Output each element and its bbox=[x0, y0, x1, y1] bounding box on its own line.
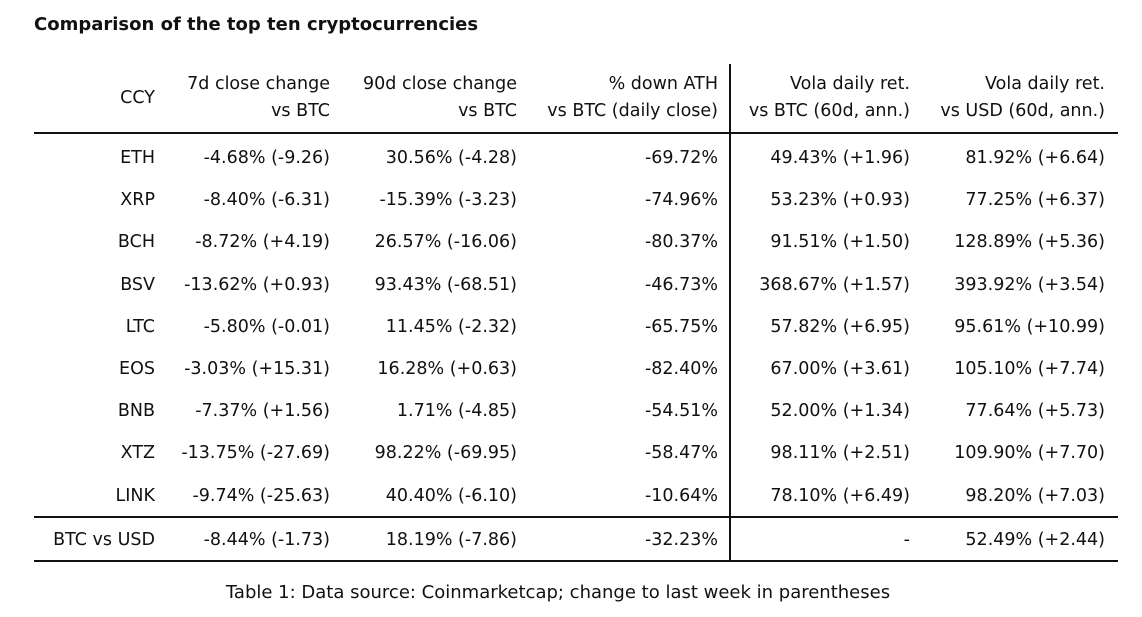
table-cell-down-ath: -74.96% bbox=[644, 190, 718, 211]
footer-cell-vola-usd: 52.49% (+2.44) bbox=[965, 530, 1105, 550]
table-cell-7d-change: -7.37% (+1.56) bbox=[195, 401, 330, 422]
column-divider bbox=[729, 64, 731, 561]
table-cell-vola-usd: 95.61% (+10.99) bbox=[954, 316, 1105, 337]
table-cell-vola-usd: 77.64% (+5.73) bbox=[965, 401, 1105, 422]
footer-cell-ccy: BTC vs USD bbox=[53, 530, 155, 550]
table-cell-90d-change: 93.43% (-68.51) bbox=[374, 274, 517, 295]
table-cell-ccy: BSV bbox=[120, 274, 155, 295]
table-cell-vola-btc: 98.11% (+2.51) bbox=[770, 443, 910, 464]
table-cell-vola-btc: 52.00% (+1.34) bbox=[770, 401, 910, 422]
table-cell-ccy: EOS bbox=[119, 359, 155, 379]
footer-cell-90d-change: 18.19% (-7.86) bbox=[385, 530, 517, 550]
header-7d-change: vs BTC bbox=[271, 101, 330, 121]
table-cell-90d-change: 40.40% (-6.10) bbox=[385, 485, 517, 506]
table-cell-7d-change: -8.72% (+4.19) bbox=[195, 232, 330, 253]
table-cell-vola-usd: 128.89% (+5.36) bbox=[954, 232, 1105, 253]
table-cell-down-ath: -69.72% bbox=[644, 148, 718, 168]
header-7d-change: 7d close change bbox=[187, 74, 330, 94]
table-cell-vola-btc: 67.00% (+3.61) bbox=[770, 359, 910, 379]
table-cell-7d-change: -5.80% (-0.01) bbox=[203, 316, 330, 337]
header-90d-change: vs BTC bbox=[458, 101, 517, 121]
table-cell-down-ath: -58.47% bbox=[644, 443, 718, 464]
table-cell-vola-usd: 81.92% (+6.64) bbox=[965, 148, 1105, 168]
table-cell-90d-change: 30.56% (-4.28) bbox=[385, 148, 517, 168]
table-cell-7d-change: -4.68% (-9.26) bbox=[203, 148, 330, 168]
table-cell-90d-change: 16.28% (+0.63) bbox=[377, 359, 517, 379]
header-ccy: CCY bbox=[120, 88, 155, 108]
table-cell-90d-change: 11.45% (-2.32) bbox=[385, 316, 517, 337]
table-cell-vola-btc: 49.43% (+1.96) bbox=[770, 148, 910, 168]
header-vola-usd: Vola daily ret. bbox=[985, 74, 1105, 94]
table-cell-ccy: BNB bbox=[117, 401, 155, 422]
table-cell-90d-change: 1.71% (-4.85) bbox=[396, 401, 517, 422]
table-cell-vola-usd: 77.25% (+6.37) bbox=[965, 190, 1105, 211]
footer-rule bbox=[34, 516, 1118, 518]
table-cell-vola-usd: 98.20% (+7.03) bbox=[965, 485, 1105, 506]
footer-cell-vola-btc: - bbox=[903, 530, 910, 550]
header-vola-btc: vs BTC (60d, ann.) bbox=[748, 101, 910, 121]
table-cell-vola-btc: 53.23% (+0.93) bbox=[770, 190, 910, 211]
table-cell-down-ath: -46.73% bbox=[644, 274, 718, 295]
table-cell-90d-change: 26.57% (-16.06) bbox=[374, 232, 517, 253]
header-vola-usd: vs USD (60d, ann.) bbox=[940, 101, 1105, 121]
table-cell-ccy: LTC bbox=[125, 316, 155, 337]
table-cell-90d-change: -15.39% (-3.23) bbox=[379, 190, 517, 211]
table-cell-ccy: LINK bbox=[115, 485, 155, 506]
table-cell-7d-change: -3.03% (+15.31) bbox=[184, 359, 330, 379]
table-cell-vola-usd: 109.90% (+7.70) bbox=[954, 443, 1105, 464]
table-cell-7d-change: -8.40% (-6.31) bbox=[203, 190, 330, 211]
table-cell-7d-change: -13.75% (-27.69) bbox=[181, 443, 330, 464]
table-title: Comparison of the top ten cryptocurrenci… bbox=[34, 14, 479, 35]
header-down-ath: vs BTC (daily close) bbox=[547, 101, 718, 121]
table-cell-ccy: XRP bbox=[120, 190, 155, 211]
table-cell-down-ath: -82.40% bbox=[644, 359, 718, 379]
table-caption: Table 1: Data source: Coinmarketcap; cha… bbox=[225, 582, 891, 603]
table-cell-ccy: ETH bbox=[120, 148, 155, 168]
table-cell-down-ath: -10.64% bbox=[644, 485, 718, 506]
header-rule bbox=[34, 132, 1118, 134]
table-cell-90d-change: 98.22% (-69.95) bbox=[374, 443, 517, 464]
table-cell-vola-btc: 57.82% (+6.95) bbox=[770, 316, 910, 337]
table-cell-7d-change: -13.62% (+0.93) bbox=[184, 274, 330, 295]
table-cell-down-ath: -80.37% bbox=[644, 232, 718, 253]
footer-cell-down-ath: -32.23% bbox=[644, 530, 718, 550]
header-90d-change: 90d close change bbox=[363, 74, 517, 94]
header-down-ath: % down ATH bbox=[608, 74, 718, 94]
table-cell-7d-change: -9.74% (-25.63) bbox=[192, 485, 330, 506]
table-cell-vola-btc: 78.10% (+6.49) bbox=[770, 485, 910, 506]
table-cell-vola-btc: 91.51% (+1.50) bbox=[770, 232, 910, 253]
table-cell-vola-usd: 393.92% (+3.54) bbox=[954, 274, 1105, 295]
table-cell-vola-usd: 105.10% (+7.74) bbox=[954, 359, 1105, 379]
table-cell-vola-btc: 368.67% (+1.57) bbox=[759, 274, 910, 295]
table-cell-down-ath: -65.75% bbox=[644, 316, 718, 337]
table-cell-ccy: XTZ bbox=[120, 443, 155, 464]
footer-cell-7d-change: -8.44% (-1.73) bbox=[203, 530, 330, 550]
table-cell-down-ath: -54.51% bbox=[644, 401, 718, 422]
header-vola-btc: Vola daily ret. bbox=[790, 74, 910, 94]
bottom-rule bbox=[34, 560, 1118, 562]
table-cell-ccy: BCH bbox=[117, 232, 155, 253]
